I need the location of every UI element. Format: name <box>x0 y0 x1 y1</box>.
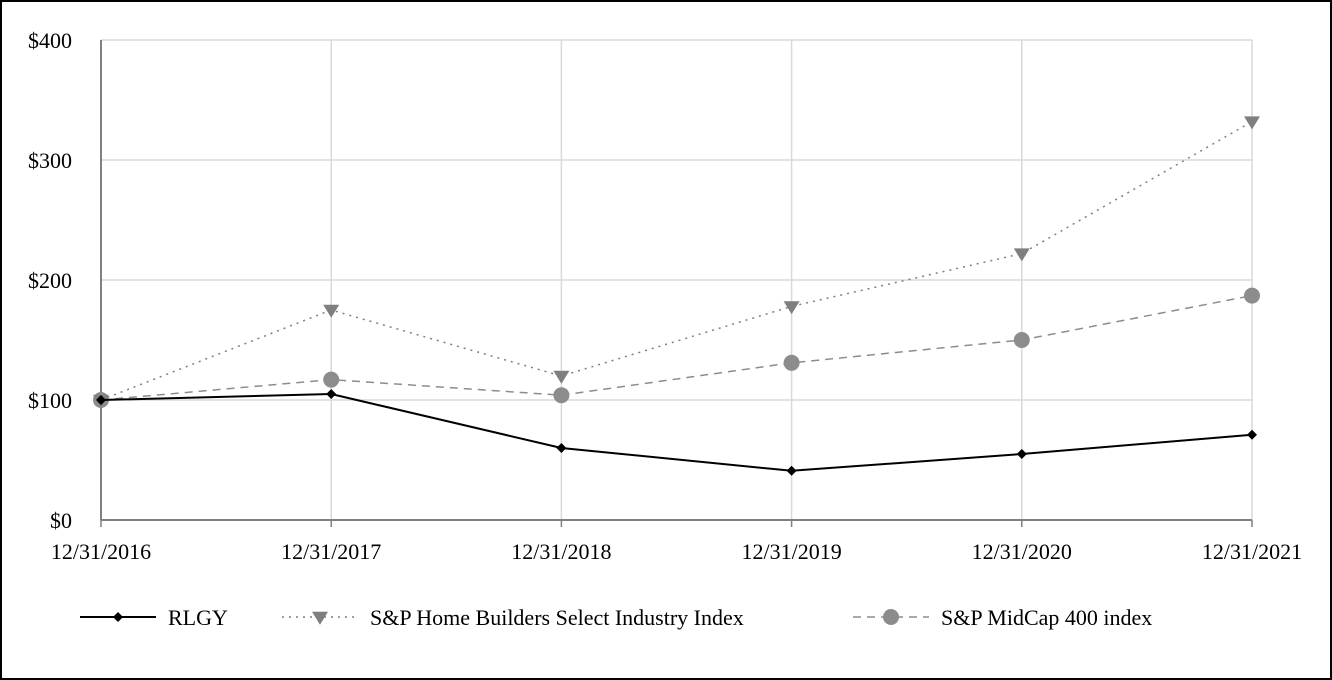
data-point <box>326 389 337 399</box>
series-layer <box>93 116 1260 476</box>
series-s-p-midcap-400-index <box>93 287 1260 408</box>
legend-label: RLGY <box>168 605 228 630</box>
legend-label: S&P Home Builders Select Industry Index <box>370 605 744 630</box>
data-point <box>323 304 340 318</box>
y-tick-label: $200 <box>28 268 72 293</box>
series-rlgy <box>96 389 1257 476</box>
x-tick-label: 12/31/2018 <box>511 539 611 564</box>
data-point <box>1016 449 1027 459</box>
x-tick-label: 12/31/2016 <box>51 539 151 564</box>
data-point <box>783 354 800 371</box>
legend: RLGY S&P Home Builders Select Industry In… <box>80 605 1152 630</box>
x-tick-label: 12/31/2019 <box>741 539 841 564</box>
legend-label: S&P MidCap 400 index <box>941 605 1152 630</box>
series-line <box>100 120 1253 401</box>
data-point <box>553 370 570 384</box>
data-point <box>783 301 800 315</box>
legend-item: S&P Home Builders Select Industry Index <box>282 605 744 630</box>
grid-layer <box>101 39 1253 520</box>
data-point <box>1247 429 1257 440</box>
data-point <box>1244 287 1260 304</box>
y-tick-label: $300 <box>28 148 72 173</box>
legend-item: S&P MidCap 400 index <box>853 605 1152 630</box>
data-point <box>556 443 567 453</box>
x-tick-label: 12/31/2017 <box>281 539 381 564</box>
data-point <box>323 371 340 388</box>
data-point <box>96 395 106 405</box>
data-point <box>1013 248 1030 262</box>
x-tick-label: 12/31/2021 <box>1202 539 1302 564</box>
data-point <box>553 387 570 404</box>
series-line <box>100 392 1253 472</box>
x-tick-label: 12/31/2020 <box>972 539 1072 564</box>
y-tick-label: $400 <box>28 28 72 53</box>
data-point <box>786 465 797 476</box>
y-tick-label: $0 <box>50 508 72 533</box>
series-line <box>100 294 1253 401</box>
legend-item: RLGY <box>80 605 228 630</box>
legend-marker <box>312 611 328 625</box>
data-point <box>1244 116 1260 130</box>
legend-marker <box>113 612 123 622</box>
legend-marker <box>883 609 899 625</box>
y-tick-label: $100 <box>28 388 72 413</box>
axis-layer: $0 $100 $200 $300 $400 12/31/2016 12/31/2017 12… <box>28 28 1302 564</box>
data-point <box>1013 332 1030 348</box>
